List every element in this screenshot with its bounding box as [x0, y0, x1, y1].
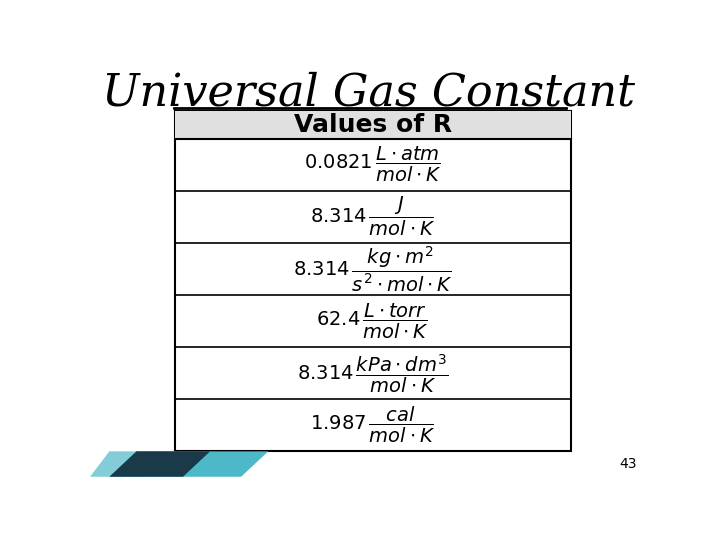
Bar [175, 111, 570, 139]
Text: Universal Gas Constant: Universal Gas Constant [102, 72, 636, 115]
Text: $1.987\,\dfrac{cal}{mol\cdot K}$: $1.987\,\dfrac{cal}{mol\cdot K}$ [310, 405, 436, 446]
Polygon shape [109, 451, 269, 477]
Polygon shape [109, 451, 210, 477]
Bar [175, 111, 570, 451]
Polygon shape [90, 451, 168, 477]
Text: Values of R: Values of R [294, 113, 452, 137]
Text: 43: 43 [619, 457, 636, 471]
Text: $62.4\,\dfrac{L\cdot torr}{mol\cdot K}$: $62.4\,\dfrac{L\cdot torr}{mol\cdot K}$ [317, 301, 429, 341]
Text: $8.314\,\dfrac{J}{mol\cdot K}$: $8.314\,\dfrac{J}{mol\cdot K}$ [310, 195, 436, 239]
Text: $0.0821\,\dfrac{L\cdot atm}{mol\cdot K}$: $0.0821\,\dfrac{L\cdot atm}{mol\cdot K}$ [304, 145, 441, 184]
Text: $8.314\,\dfrac{kg\cdot m^2}{s^2\cdot mol\cdot K}$: $8.314\,\dfrac{kg\cdot m^2}{s^2\cdot mol… [293, 244, 453, 294]
Text: $8.314\,\dfrac{kPa\cdot dm^3}{mol\cdot K}$: $8.314\,\dfrac{kPa\cdot dm^3}{mol\cdot K… [297, 352, 449, 395]
